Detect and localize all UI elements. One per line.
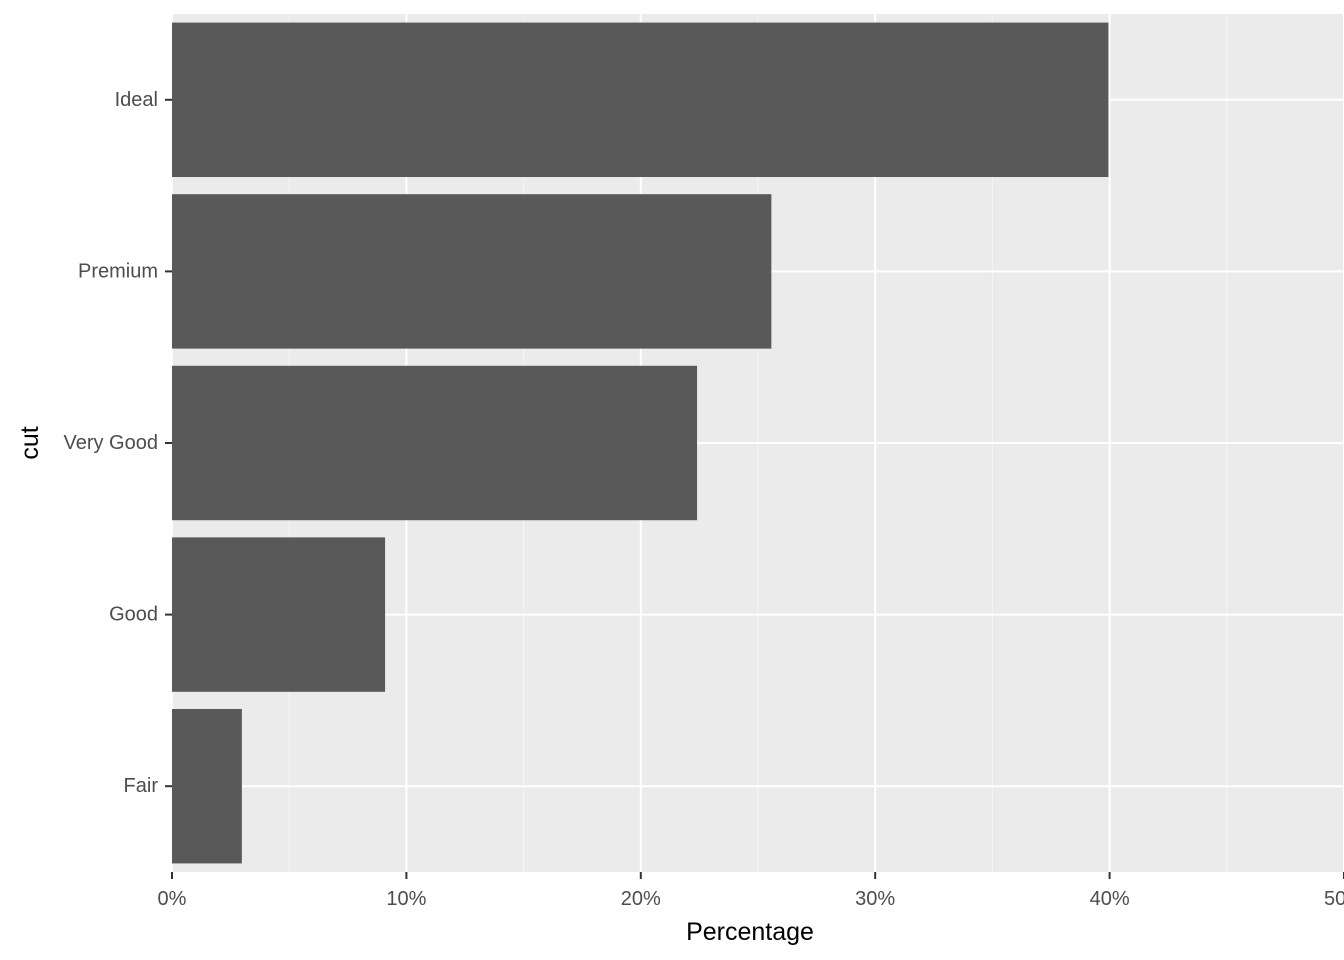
bar-very-good: [172, 365, 698, 521]
x-tick-label: 40%: [1090, 888, 1130, 910]
x-axis: 0% 10% 20% 30% 40% 50%: [158, 872, 1344, 910]
bar-good: [172, 537, 386, 692]
y-tick-label: Premium: [78, 260, 158, 282]
bar-ideal: [172, 22, 1109, 178]
y-tick-label: Ideal: [115, 89, 158, 111]
y-axis-title: cut: [16, 426, 44, 459]
x-tick-label: 30%: [855, 888, 895, 910]
y-tick-label: Good: [109, 604, 158, 626]
bars: [172, 22, 1109, 864]
x-tick-label: 0%: [158, 888, 187, 910]
x-axis-title: Percentage: [686, 918, 814, 946]
bar-fair: [172, 708, 242, 864]
x-tick-label: 10%: [386, 888, 426, 910]
y-tick-label: Fair: [124, 775, 159, 797]
bar-premium: [172, 194, 772, 349]
x-tick-label: 20%: [621, 888, 661, 910]
y-tick-label: Very Good: [63, 432, 158, 454]
y-axis: Ideal Premium Very Good Good Fair: [63, 89, 172, 797]
x-tick-label: 50%: [1324, 888, 1344, 910]
